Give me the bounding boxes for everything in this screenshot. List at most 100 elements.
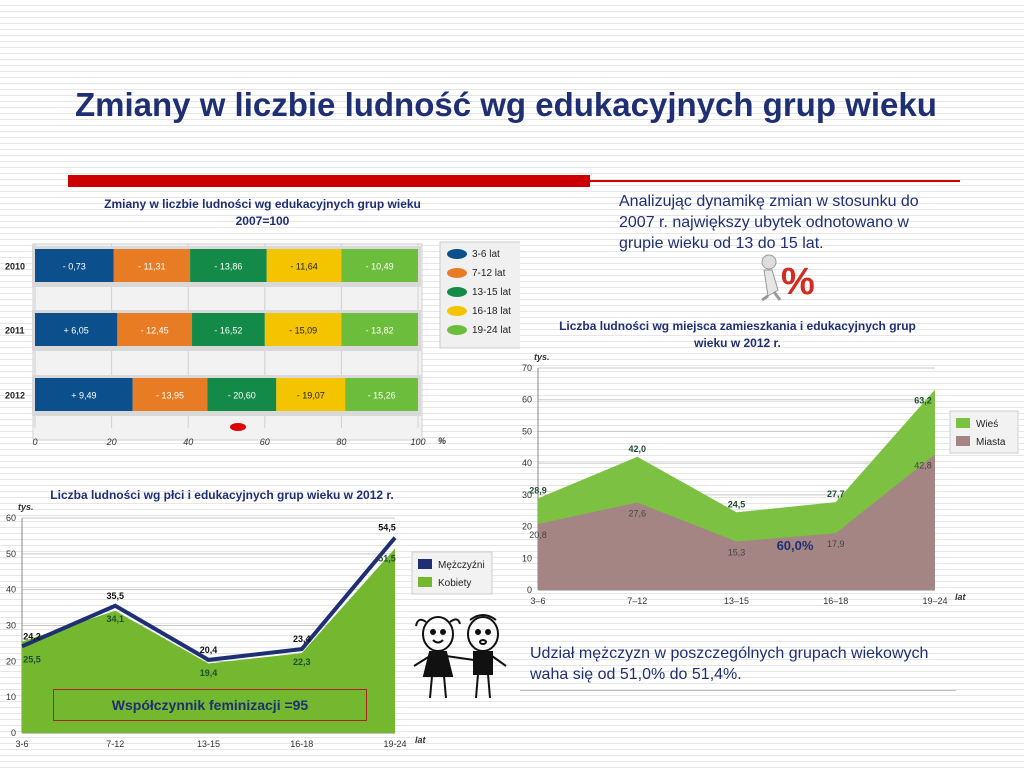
bar-red-marker — [230, 423, 246, 431]
sex-legend-swatch — [418, 559, 432, 569]
sex-women-label: 25,5 — [23, 654, 41, 664]
bar-legend-swatch — [447, 287, 467, 297]
bar-segment — [132, 378, 208, 411]
bar-segment-label: - 15,26 — [368, 391, 396, 401]
sex-x-label: lat — [415, 735, 427, 745]
sex-y-tick: 60 — [6, 513, 16, 523]
children-icon — [413, 614, 507, 699]
res-y-tick: 60 — [522, 395, 532, 405]
sex-x-tick: 13-15 — [197, 739, 220, 749]
bar-segment-label: + 9,49 — [71, 391, 96, 401]
res-y-tick: 50 — [522, 426, 532, 436]
area-chart-title: Liczba ludności wg miejsca zamieszkania … — [559, 319, 916, 350]
sex-line-men — [21, 536, 397, 662]
bar-segment — [117, 313, 193, 346]
bar-segment-label: - 16,52 — [214, 326, 242, 336]
bar-segment — [266, 249, 342, 282]
bar-x-tick: 60 — [260, 437, 270, 447]
sex-women-label: 51,5 — [378, 554, 396, 564]
res-x-tick: 13–15 — [724, 596, 749, 606]
bar-segment — [345, 378, 418, 411]
bar-category-label: 2011 — [5, 326, 25, 336]
res-x-label: lat — [955, 592, 967, 602]
feminization-box: Współczynnik feminizacji =95 — [53, 689, 367, 721]
bar-legend-label: 7-12 lat — [472, 268, 506, 279]
res-total-label: 63,2 — [914, 396, 932, 406]
res-y-tick: 70 — [522, 363, 532, 373]
bar-legend-label: 3-6 lat — [472, 249, 500, 260]
bar-segment — [276, 378, 346, 411]
sex-women-label: 34,1 — [106, 614, 124, 624]
res-area-urban — [538, 454, 935, 590]
bar-segment-label: - 12,45 — [141, 326, 169, 336]
bar-segment-label: - 20,60 — [228, 391, 256, 401]
bar-legend-label: 19-24 lat — [472, 325, 511, 336]
res-urban-label: 17,9 — [827, 539, 845, 549]
res-urban-label: 20,8 — [529, 530, 547, 540]
sex-x-tick: 16-18 — [290, 739, 313, 749]
bar-x-tick: 40 — [183, 437, 193, 447]
sex-y-tick: 20 — [6, 656, 16, 666]
title-accent-line — [590, 180, 960, 182]
res-total-label: 28,9 — [529, 485, 547, 495]
bar-x-unit: % — [438, 436, 446, 446]
res-y-tick: 10 — [522, 553, 532, 563]
sex-area-chart: 0 10 20 30 40 50 60 3-6 7-12 13-15 16-18 19-24 tys. l… — [6, 502, 493, 749]
percent-icon: % — [761, 254, 815, 302]
sex-legend-label: Kobiety — [438, 578, 471, 589]
bar-legend-swatch — [447, 325, 467, 335]
note-divider — [520, 690, 956, 691]
res-legend-swatch — [956, 436, 970, 446]
bar-x-tick: 80 — [336, 437, 346, 447]
bar-x-tick: 100 — [410, 437, 425, 447]
bar-segment — [113, 249, 191, 282]
note-bottom-right: Udział mężczyzn w poszczególnych grupach… — [530, 645, 929, 683]
bar-x-tick: 20 — [106, 437, 117, 447]
bar-segment-label: - 11,31 — [138, 262, 165, 272]
sex-women-label: 22,3 — [293, 657, 311, 667]
bar-category-label: 2012 — [5, 391, 25, 401]
sex-legend-swatch — [418, 577, 432, 587]
bar-segment — [207, 378, 277, 411]
bar-segment-label: - 15,09 — [289, 326, 317, 336]
res-total-label: 42,0 — [628, 444, 646, 454]
res-x-tick: 3–6 — [530, 596, 545, 606]
bar-segment-label: - 0,73 — [63, 262, 86, 272]
bar-legend-swatch — [447, 268, 467, 278]
sex-men-label: 54,5 — [378, 523, 396, 533]
res-annotation: 60,0% — [777, 538, 814, 553]
bar-legend-label: 16-18 lat — [472, 306, 511, 317]
res-x-tick: 16–18 — [823, 596, 848, 606]
res-total-label: 27,7 — [827, 489, 845, 499]
bar-segment-label: - 13,86 — [214, 262, 242, 272]
bar-chart: 0 20 40 60 80 100 % 2010 - 0,73 - 11,31 - 13,86 - 1… — [5, 241, 520, 447]
bar-legend-swatch — [447, 306, 467, 316]
res-x-tick: 7–12 — [627, 596, 647, 606]
bar-segment-label: - 13,82 — [366, 326, 394, 336]
sex-legend-label: Mężczyźni — [438, 560, 485, 571]
sex-y-tick: 0 — [11, 728, 16, 738]
bar-segment — [264, 313, 342, 346]
res-urban-label: 27,6 — [628, 508, 646, 518]
res-total-label: 24,5 — [728, 499, 746, 509]
res-y-label: tys. — [534, 352, 550, 362]
sex-chart-title: Liczba ludności wg płci i edukacyjnych g… — [50, 488, 394, 502]
res-legend-swatch — [956, 418, 970, 428]
sex-x-tick: 19-24 — [383, 739, 406, 749]
sex-x-tick: 3-6 — [15, 739, 28, 749]
res-legend-label: Miasta — [976, 437, 1006, 448]
sex-women-label: 19,4 — [200, 668, 218, 678]
bar-chart-title: Zmiany w liczbie ludności wg edukacyjnyc… — [104, 197, 421, 228]
residence-area-chart: 0 10 20 30 40 50 60 70 3–6 7–12 13–15 16–18 19–24 tys… — [522, 352, 1019, 606]
bar-segment — [341, 249, 418, 282]
sex-men-label: 24,2 — [23, 631, 41, 641]
bar-segment — [35, 378, 133, 411]
bar-segment — [35, 249, 114, 282]
res-legend-label: Wieś — [976, 419, 998, 430]
bar-segment — [35, 313, 118, 346]
bar-segment-label: - 13,95 — [156, 391, 184, 401]
bar-segment-label: - 11,64 — [290, 262, 317, 272]
sex-y-tick: 30 — [6, 621, 16, 631]
bar-x-tick: 0 — [32, 437, 37, 447]
sex-y-tick: 40 — [6, 585, 16, 595]
